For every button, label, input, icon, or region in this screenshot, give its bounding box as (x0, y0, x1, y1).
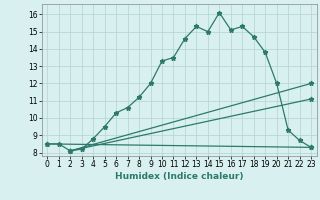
X-axis label: Humidex (Indice chaleur): Humidex (Indice chaleur) (115, 172, 244, 181)
